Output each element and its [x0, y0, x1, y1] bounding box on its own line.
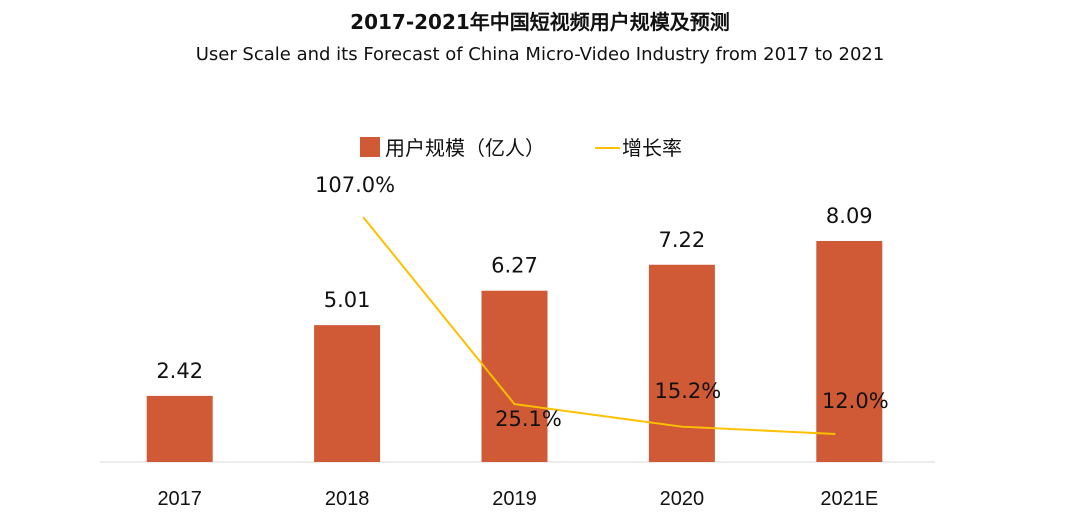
- x-tick-label: 2018: [325, 488, 370, 510]
- growth-rate-label: 107.0%: [315, 173, 395, 197]
- bar-value-label: 6.27: [491, 254, 538, 278]
- x-tick-label: 2017: [157, 488, 202, 510]
- growth-rate-label: 15.2%: [655, 379, 722, 403]
- x-tick-label: 2019: [492, 488, 537, 510]
- bar-value-label: 8.09: [826, 204, 873, 228]
- growth-rate-label: 12.0%: [822, 389, 889, 413]
- bar-2021E: [816, 241, 883, 462]
- chart-subtitle: User Scale and its Forecast of China Mic…: [195, 44, 885, 65]
- growth-line-layer: [362, 216, 836, 435]
- labels-layer: 2.42 2017 5.01 2018 107.0% 6.27 2019 25.1% 7.22 2…: [156, 173, 888, 510]
- legend-label-user-scale: 用户规模（亿人）: [385, 136, 545, 160]
- legend-swatch-user-scale: [360, 137, 380, 157]
- bar-2017: [146, 395, 213, 462]
- bar-value-label: 5.01: [324, 288, 371, 312]
- x-tick-label: 2020: [660, 488, 705, 510]
- bar-value-label: 7.22: [659, 228, 706, 252]
- chart-title: 2017-2021年中国短视频用户规模及预测: [350, 10, 730, 34]
- bar-2020: [648, 264, 715, 462]
- bar-2018: [314, 325, 381, 462]
- legend-label-growth-rate: 增长率: [622, 136, 682, 160]
- x-tick-label: 2021E: [820, 488, 878, 510]
- legend: 用户规模（亿人） 增长率: [360, 136, 682, 160]
- growth-rate-line: [362, 216, 836, 435]
- growth-rate-label: 25.1%: [495, 407, 562, 431]
- bars-layer: [146, 241, 883, 462]
- bar-value-label: 2.42: [156, 359, 203, 383]
